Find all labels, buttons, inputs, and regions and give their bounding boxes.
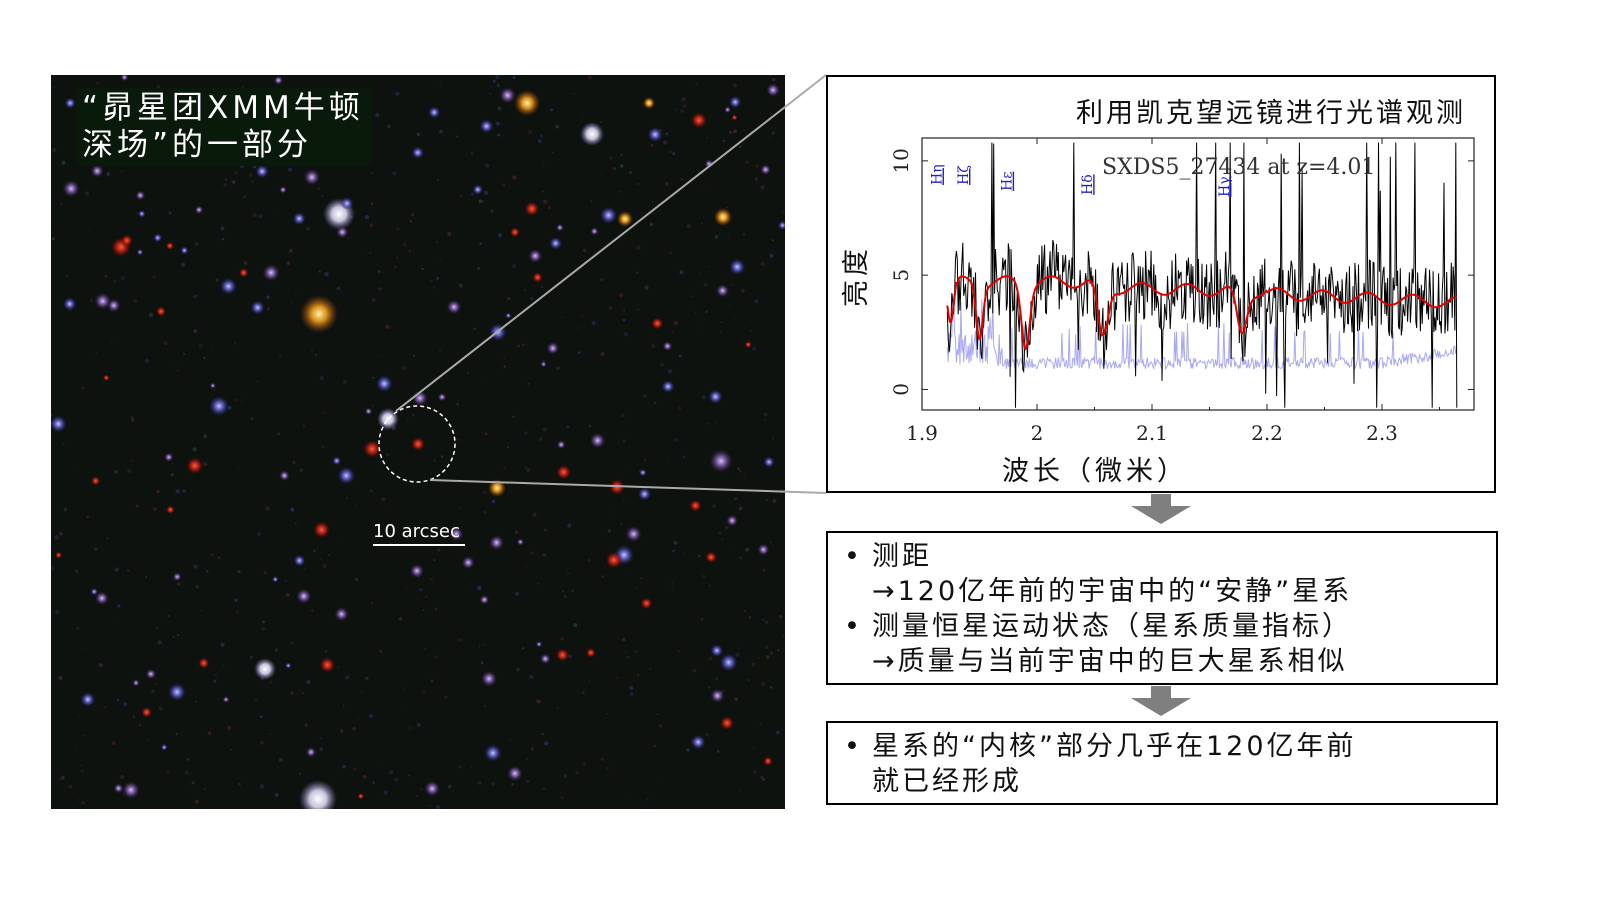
balmer-line-label: Hδ bbox=[1080, 174, 1096, 195]
down-arrow-1 bbox=[1131, 494, 1191, 524]
y-tick-label: 10 bbox=[889, 148, 913, 173]
scale-bar-label: 10 arcsec bbox=[373, 521, 460, 542]
x-tick-label: 2 bbox=[1031, 421, 1044, 445]
conclusion-item: • 星系的“内核”部分几乎在120亿年前 就已经形成 bbox=[844, 731, 1357, 797]
bullet: • bbox=[844, 731, 863, 762]
y-tick-label: 0 bbox=[889, 383, 913, 396]
balmer-line-label: Hε bbox=[1000, 172, 1016, 191]
object-label: SXDS5_27434 at z=4.01 bbox=[1102, 155, 1375, 180]
finding-item-distance: • 测距 →120亿年前的宇宙中的“安静”星系 bbox=[844, 541, 1353, 607]
spectrum-title: 利用凯克望远镜进行光谱观测 bbox=[1076, 98, 1466, 129]
y-axis-label: 亮度 bbox=[841, 245, 872, 307]
model-series bbox=[946, 275, 1457, 351]
spectrum-panel: 1.9 2 2.1 2.2 2.3 0 5 10 Hη Hζ Hε Hδ Hγ SXDS5_27434… bbox=[826, 75, 1496, 493]
bullet: • bbox=[844, 541, 863, 572]
y-tick-label: 5 bbox=[889, 269, 913, 282]
x-tick-label: 2.1 bbox=[1136, 421, 1168, 445]
down-arrow-2 bbox=[1131, 686, 1191, 716]
noise-series bbox=[946, 293, 1458, 371]
deep-field-image bbox=[51, 75, 785, 809]
spectrum-plot: 1.9 2 2.1 2.2 2.3 0 5 10 Hη Hζ Hε Hδ Hγ SXDS5_27434… bbox=[889, 137, 1475, 445]
balmer-line-label: Hη bbox=[930, 164, 946, 185]
x-tick-label: 1.9 bbox=[906, 421, 938, 445]
x-axis-label: 波长（微米） bbox=[1002, 456, 1188, 487]
observed-series bbox=[946, 142, 1458, 408]
scale-bar bbox=[373, 544, 465, 546]
bullet: • bbox=[844, 611, 863, 642]
image-title: “昴星团XMM牛顿 深场”的一部分 bbox=[76, 88, 372, 166]
finding-item-mass: • 测量恒星运动状态（星系质量指标） →质量与当前宇宙中的巨大星系相似 bbox=[844, 611, 1352, 677]
balmer-line-label: Hγ bbox=[1217, 176, 1233, 197]
conclusion-box: • 星系的“内核”部分几乎在120亿年前 就已经形成 bbox=[826, 721, 1498, 805]
x-tick-label: 2.2 bbox=[1251, 421, 1283, 445]
x-tick-label: 2.3 bbox=[1366, 421, 1398, 445]
balmer-line-label: Hζ bbox=[956, 165, 972, 185]
findings-box: • 测距 →120亿年前的宇宙中的“安静”星系 • 测量恒星运动状态（星系质量指… bbox=[826, 531, 1498, 685]
